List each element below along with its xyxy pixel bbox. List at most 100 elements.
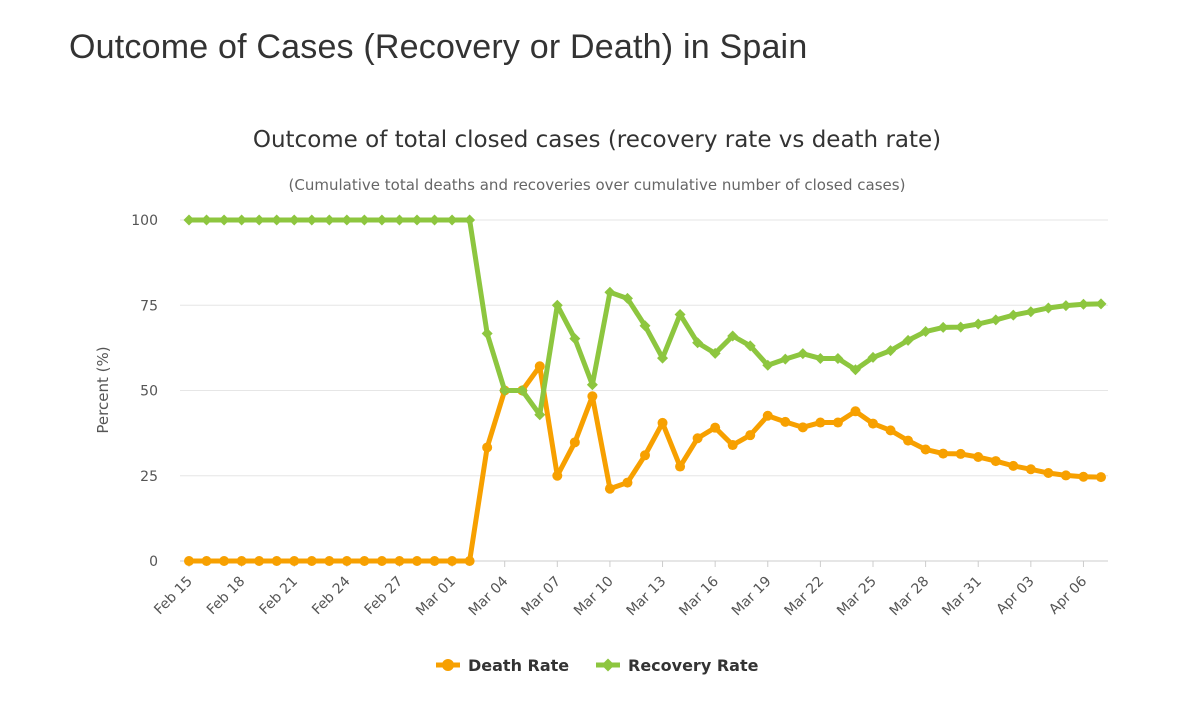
death-rate-point[interactable] <box>394 556 405 566</box>
recovery-rate-point[interactable] <box>920 326 932 338</box>
death-rate-point[interactable] <box>868 418 878 429</box>
death-rate-point[interactable] <box>745 430 756 441</box>
recovery-rate-point[interactable] <box>762 359 774 371</box>
recovery-rate-point[interactable] <box>885 345 897 357</box>
death-rate-point[interactable] <box>306 556 317 566</box>
recovery-rate-point[interactable] <box>183 214 195 226</box>
recovery-rate-point[interactable] <box>657 352 669 364</box>
death-rate-point[interactable] <box>850 406 861 417</box>
death-rate-point[interactable] <box>780 416 791 427</box>
death-rate-point[interactable] <box>341 556 352 566</box>
recovery-rate-point[interactable] <box>376 214 388 226</box>
recovery-rate-point[interactable] <box>902 334 914 346</box>
recovery-rate-point[interactable] <box>709 347 721 359</box>
recovery-rate-point[interactable] <box>955 321 967 333</box>
recovery-rate-point[interactable] <box>551 299 563 311</box>
recovery-rate-point[interactable] <box>253 214 265 226</box>
death-rate-point[interactable] <box>675 461 686 472</box>
death-rate-point[interactable] <box>464 556 475 566</box>
death-rate-point[interactable] <box>1008 460 1019 471</box>
recovery-rate-point[interactable] <box>499 385 511 396</box>
death-rate-point[interactable] <box>359 556 370 566</box>
death-rate-point[interactable] <box>710 422 721 433</box>
recovery-rate-point[interactable] <box>1060 300 1072 312</box>
recovery-rate-point[interactable] <box>586 379 598 391</box>
death-rate-point[interactable] <box>657 417 668 428</box>
death-rate-point[interactable] <box>990 456 1001 467</box>
recovery-rate-point[interactable] <box>692 337 704 349</box>
recovery-rate-point[interactable] <box>1025 306 1037 318</box>
death-rate-point[interactable] <box>815 417 826 428</box>
recovery-rate-point[interactable] <box>727 330 739 342</box>
death-rate-point[interactable] <box>447 556 458 566</box>
recovery-rate-point[interactable] <box>341 214 353 226</box>
recovery-rate-point[interactable] <box>411 214 423 226</box>
recovery-rate-point[interactable] <box>201 214 213 226</box>
death-rate-point[interactable] <box>534 361 545 372</box>
death-rate-point[interactable] <box>955 448 966 459</box>
recovery-rate-point[interactable] <box>990 314 1002 326</box>
recovery-rate-point[interactable] <box>306 214 318 226</box>
death-rate-point[interactable] <box>604 483 615 494</box>
death-rate-point[interactable] <box>727 440 738 451</box>
recovery-rate-point[interactable] <box>481 328 493 340</box>
death-rate-point[interactable] <box>324 556 335 566</box>
death-rate-point[interactable] <box>236 556 247 566</box>
death-rate-point[interactable] <box>482 442 493 453</box>
death-rate-point[interactable] <box>587 391 598 402</box>
death-rate-point[interactable] <box>271 556 282 566</box>
death-rate-point[interactable] <box>184 556 194 566</box>
death-rate-point[interactable] <box>885 425 896 436</box>
recovery-rate-point[interactable] <box>534 409 546 421</box>
death-rate-point[interactable] <box>903 435 914 446</box>
recovery-rate-point[interactable] <box>1095 298 1107 310</box>
recovery-rate-point[interactable] <box>1077 298 1089 310</box>
recovery-rate-point[interactable] <box>604 286 616 298</box>
death-rate-point[interactable] <box>973 451 984 462</box>
recovery-rate-point[interactable] <box>569 333 581 345</box>
death-rate-point[interactable] <box>762 410 773 421</box>
recovery-rate-point[interactable] <box>1007 309 1019 321</box>
death-rate-point[interactable] <box>1078 471 1089 482</box>
death-rate-point[interactable] <box>552 470 563 481</box>
death-rate-point[interactable] <box>920 444 931 455</box>
recovery-rate-point[interactable] <box>464 214 476 226</box>
recovery-rate-point[interactable] <box>867 351 879 363</box>
death-rate-point[interactable] <box>832 417 843 428</box>
recovery-rate-point[interactable] <box>814 352 826 364</box>
legend-item-recovery-rate[interactable]: Recovery Rate <box>596 656 759 675</box>
death-rate-point[interactable] <box>797 422 808 433</box>
death-rate-point[interactable] <box>622 477 633 488</box>
recovery-rate-point[interactable] <box>393 214 405 226</box>
recovery-rate-point[interactable] <box>832 352 844 364</box>
recovery-rate-point[interactable] <box>849 364 861 376</box>
death-rate-point[interactable] <box>1060 470 1071 481</box>
recovery-rate-point[interactable] <box>358 214 370 226</box>
recovery-rate-point[interactable] <box>779 353 791 365</box>
recovery-rate-point[interactable] <box>744 340 756 352</box>
death-rate-point[interactable] <box>569 437 580 448</box>
death-rate-point[interactable] <box>429 556 440 566</box>
recovery-rate-point[interactable] <box>218 214 230 226</box>
death-rate-point[interactable] <box>938 448 949 459</box>
death-rate-point[interactable] <box>289 556 300 566</box>
recovery-rate-point[interactable] <box>236 214 248 226</box>
recovery-rate-point[interactable] <box>271 214 283 226</box>
death-rate-point[interactable] <box>1043 468 1054 479</box>
recovery-rate-point[interactable] <box>446 214 458 226</box>
recovery-rate-point[interactable] <box>797 348 809 360</box>
recovery-rate-point[interactable] <box>937 321 949 333</box>
death-rate-point[interactable] <box>376 556 387 566</box>
death-rate-point[interactable] <box>201 556 212 566</box>
death-rate-point[interactable] <box>219 556 230 566</box>
death-rate-point[interactable] <box>1025 464 1036 475</box>
death-rate-point[interactable] <box>640 450 650 461</box>
death-rate-point[interactable] <box>692 433 703 444</box>
recovery-rate-point[interactable] <box>1042 302 1054 314</box>
legend-item-death-rate[interactable]: Death Rate <box>436 656 569 675</box>
recovery-rate-point[interactable] <box>639 320 651 332</box>
recovery-rate-point[interactable] <box>429 214 441 226</box>
death-rate-point[interactable] <box>1096 472 1106 483</box>
recovery-rate-point[interactable] <box>972 318 984 330</box>
recovery-rate-point[interactable] <box>288 214 300 226</box>
